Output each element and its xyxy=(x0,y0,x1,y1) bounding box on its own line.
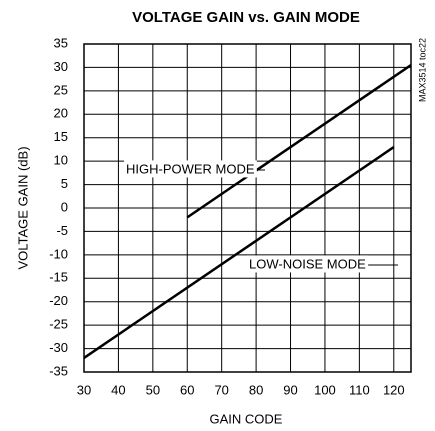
y-tick-label: 35 xyxy=(54,35,68,50)
x-axis-label: GAIN CODE xyxy=(210,411,283,426)
series-line xyxy=(186,64,412,219)
x-tick-label: 30 xyxy=(77,382,91,397)
y-axis-label: VOLTAGE GAIN (dB) xyxy=(15,146,30,269)
y-tick-label: 30 xyxy=(54,59,68,74)
y-tick-label: 20 xyxy=(54,106,68,121)
y-tick-label: 5 xyxy=(61,176,68,191)
y-tick-label: -30 xyxy=(49,340,68,355)
y-tick-label: -10 xyxy=(49,246,68,261)
y-tick-label: 10 xyxy=(54,153,68,168)
plot-frame xyxy=(83,43,412,373)
y-tick-label: -35 xyxy=(49,363,68,378)
annotation-bg xyxy=(124,160,257,178)
x-tick-label: 40 xyxy=(111,382,125,397)
x-tick-label: 100 xyxy=(314,382,336,397)
x-tick-label: 70 xyxy=(214,382,228,397)
y-tick-label: -25 xyxy=(49,317,68,332)
chart-title: VOLTAGE GAIN vs. GAIN MODE xyxy=(132,9,360,26)
y-tick-label: -15 xyxy=(49,270,68,285)
x-tick-label: 120 xyxy=(383,382,405,397)
series-line xyxy=(83,146,395,359)
y-tick-label: 25 xyxy=(54,82,68,97)
x-tick-label: 50 xyxy=(146,382,160,397)
y-tick-label: 0 xyxy=(61,199,68,214)
x-tick-label: 60 xyxy=(180,382,194,397)
x-tick-label: 80 xyxy=(249,382,263,397)
x-tick-label: 90 xyxy=(283,382,297,397)
x-tick-label: 110 xyxy=(349,382,370,397)
annotation: HIGH-POWER MODE xyxy=(126,161,255,176)
annotation-bg xyxy=(247,255,369,273)
y-tick-label: -20 xyxy=(49,293,68,308)
side-note: MAX3514 toc22 xyxy=(417,38,427,102)
y-tick-label: 15 xyxy=(54,129,68,144)
y-tick-label: -5 xyxy=(56,223,68,238)
annotation: LOW-NOISE MODE xyxy=(249,256,366,271)
